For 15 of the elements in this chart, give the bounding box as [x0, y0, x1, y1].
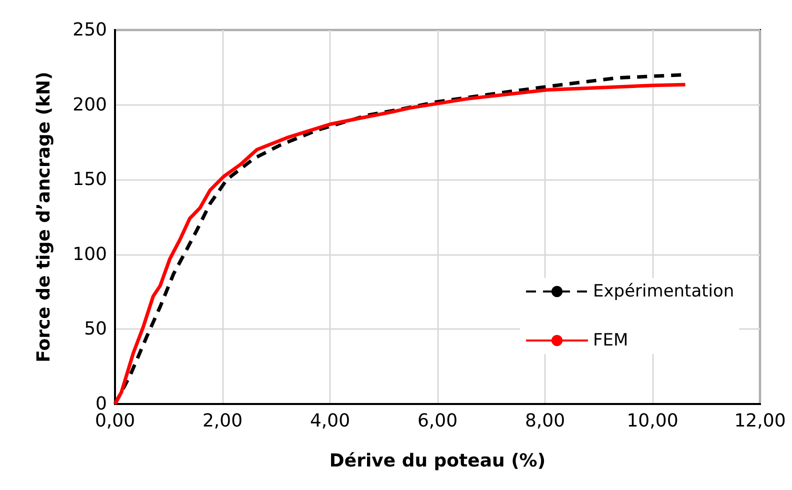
x-tick-label: 12,00	[734, 410, 786, 432]
y-axis-title: Force de tige d’ancrage (kN)	[34, 72, 54, 362]
y-tick-label: 200	[72, 94, 107, 116]
y-tick-label: 50	[84, 318, 107, 340]
legend-label: Expérimentation	[593, 282, 734, 302]
y-tick-label: 100	[72, 244, 107, 265]
x-tick-label: 4,00	[310, 410, 350, 432]
x-tick-label: 10,00	[626, 410, 678, 432]
x-axis-title: Dérive du poteau (%)	[329, 450, 546, 472]
y-tick-label: 250	[72, 20, 107, 40]
y-tick-label: 150	[72, 169, 107, 190]
x-tick-label: 2,00	[202, 410, 243, 432]
x-tick-label: 8,00	[524, 410, 566, 432]
x-tick-label: 6,00	[417, 410, 458, 432]
legend-label: FEM	[593, 330, 628, 350]
